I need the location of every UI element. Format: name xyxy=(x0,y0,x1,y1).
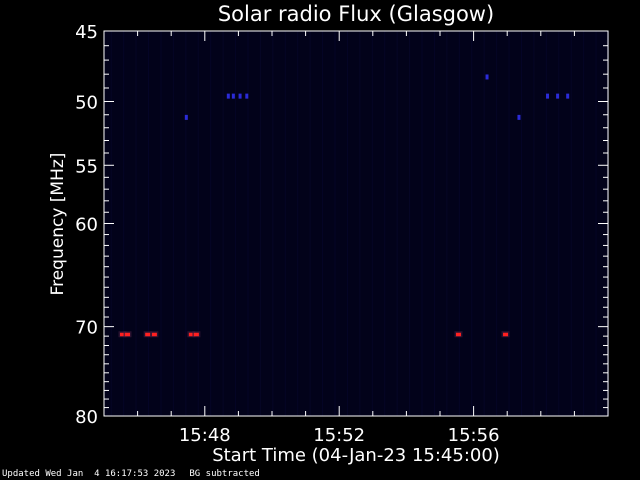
signal-mark-strong xyxy=(193,332,199,337)
background-streak xyxy=(148,31,150,416)
background-streak xyxy=(471,31,473,416)
background-streak xyxy=(396,31,398,416)
signal-mark-weak xyxy=(556,93,560,99)
background-streak xyxy=(558,31,560,416)
background-streak xyxy=(583,31,585,416)
signal-mark-strong xyxy=(145,332,151,337)
signal-mark-strong xyxy=(151,332,157,337)
background-streak xyxy=(371,31,373,416)
signal-mark-weak xyxy=(566,93,570,99)
background-streak xyxy=(496,31,498,416)
signal-mark-strong xyxy=(125,332,131,337)
signal-mark-strong xyxy=(455,332,461,337)
background-streak xyxy=(210,31,212,416)
signal-mark-weak xyxy=(184,114,188,120)
background-streak xyxy=(508,31,510,416)
background-streak xyxy=(545,31,547,416)
plot-area xyxy=(104,31,608,416)
y-tick-label: 50 xyxy=(75,93,98,114)
signal-mark-weak xyxy=(231,93,235,99)
background-streak xyxy=(533,31,535,416)
signal-mark-weak xyxy=(517,114,521,120)
y-tick-label: 70 xyxy=(75,318,98,339)
background-streak xyxy=(421,31,423,416)
x-tick-label: 15:56 xyxy=(448,425,500,446)
background-streak xyxy=(284,31,286,416)
background-streak xyxy=(433,31,435,416)
signal-mark-strong xyxy=(503,332,509,337)
background-streak xyxy=(259,31,261,416)
footer: Updated Wed Jan 4 16:17:53 2023 BG subtra… xyxy=(2,469,274,479)
background-streak xyxy=(458,31,460,416)
y-axis-label: Frequency [MHz] xyxy=(48,152,68,296)
background-streak xyxy=(322,31,324,416)
background-streak xyxy=(222,31,224,416)
x-axis-label: Start Time (04-Jan-23 15:45:00) xyxy=(212,445,500,466)
signal-mark-weak xyxy=(485,74,489,80)
background-streak xyxy=(297,31,299,416)
background-streak xyxy=(309,31,311,416)
y-tick-label: 45 xyxy=(75,22,98,43)
x-tick-label: 15:48 xyxy=(179,425,231,446)
signal-mark-strong xyxy=(188,332,194,337)
signal-mark-strong xyxy=(119,332,125,337)
background-streak xyxy=(135,31,137,416)
background-streak xyxy=(595,31,597,416)
signal-mark-weak xyxy=(226,93,230,99)
background-streak xyxy=(570,31,572,416)
bg-note: BG subtracted xyxy=(189,469,260,479)
background-streak xyxy=(384,31,386,416)
background-streak xyxy=(346,31,348,416)
background-streak xyxy=(123,31,125,416)
background-streak xyxy=(483,31,485,416)
background-streak xyxy=(172,31,174,416)
y-tick-label: 55 xyxy=(75,156,98,177)
updated-timestamp: Updated Wed Jan 4 16:17:53 2023 xyxy=(2,469,176,479)
signal-mark-weak xyxy=(245,93,249,99)
y-tick-label: 60 xyxy=(75,215,98,236)
background-streak xyxy=(359,31,361,416)
background-streak xyxy=(520,31,522,416)
background-streak xyxy=(235,31,237,416)
background-streak xyxy=(160,31,162,416)
chart-title: Solar radio Flux (Glasgow) xyxy=(217,2,495,26)
y-tick-label: 80 xyxy=(75,407,98,428)
background-streak xyxy=(247,31,249,416)
background-streak xyxy=(185,31,187,416)
background-streak xyxy=(334,31,336,416)
background-streak xyxy=(272,31,274,416)
x-tick-label: 15:52 xyxy=(313,425,365,446)
background-streak xyxy=(197,31,199,416)
background-streak xyxy=(446,31,448,416)
signal-mark-weak xyxy=(546,93,550,99)
signal-mark-weak xyxy=(238,93,242,99)
background-streak xyxy=(409,31,411,416)
